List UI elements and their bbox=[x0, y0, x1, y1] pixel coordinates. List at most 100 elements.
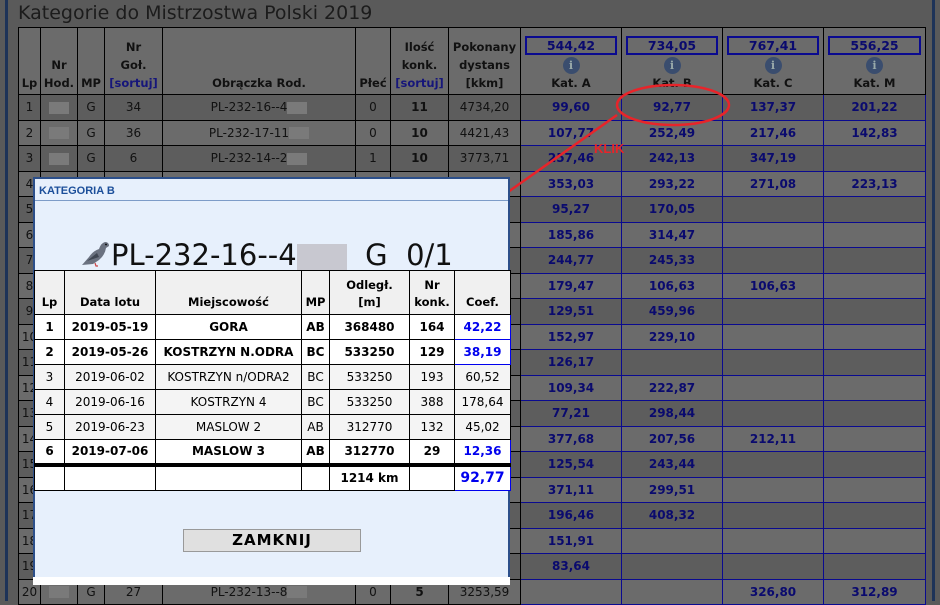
category-score-cell[interactable]: 222,87 bbox=[621, 374, 723, 401]
col-coef: Coef. bbox=[454, 270, 511, 315]
coef: 178,64 bbox=[454, 389, 511, 415]
pigeon-icon bbox=[82, 242, 109, 267]
category-score-cell[interactable]: 142,83 bbox=[823, 119, 926, 146]
table-row: 1 G 34 PL-232-16--4 0 11 4734,20 99,60 92,77 137,… bbox=[18, 94, 926, 121]
category-score-cell bbox=[823, 196, 926, 223]
category-score-cell bbox=[823, 221, 926, 248]
category-score-cell[interactable]: 293,22 bbox=[621, 170, 723, 197]
nr-gol: 36 bbox=[104, 119, 163, 146]
lp: 3 bbox=[34, 364, 65, 390]
flight-row: 6 2019-07-06 MASLOW 3 AB 312770 29 12,36 bbox=[34, 439, 511, 465]
category-score-cell[interactable]: 212,11 bbox=[722, 425, 824, 452]
page-title: Kategorie do Mistrzostwa Polski 2019 bbox=[18, 2, 373, 24]
category-score-cell bbox=[823, 400, 926, 427]
category-score-cell[interactable]: 170,05 bbox=[621, 196, 723, 223]
category-score-cell[interactable]: 459,96 bbox=[621, 298, 723, 325]
category-score-cell[interactable]: 83,64 bbox=[520, 553, 622, 580]
category-score-cell[interactable]: 223,13 bbox=[823, 170, 926, 197]
category-score-cell[interactable]: 179,47 bbox=[520, 272, 622, 299]
nr: 388 bbox=[409, 389, 455, 415]
odl: 533250 bbox=[329, 389, 410, 415]
category-score-cell bbox=[823, 425, 926, 452]
category-score-cell bbox=[823, 247, 926, 274]
mp: G bbox=[77, 145, 105, 172]
blurred-value bbox=[49, 101, 69, 114]
category-score-cell[interactable]: 271,08 bbox=[722, 170, 824, 197]
col-nr-konk: Nr konk. bbox=[409, 270, 455, 315]
info-icon[interactable]: i bbox=[866, 57, 883, 74]
category-score-cell[interactable]: 152,97 bbox=[520, 323, 622, 350]
col-ilosc: Ilość konk. [sortuj] bbox=[390, 27, 449, 95]
dystans: 4734,20 bbox=[448, 94, 521, 121]
category-score-cell[interactable]: 244,77 bbox=[520, 247, 622, 274]
category-score-cell bbox=[722, 196, 824, 223]
category-score-cell[interactable]: 252,49 bbox=[621, 119, 723, 146]
category-score-cell[interactable]: 92,77 bbox=[621, 94, 723, 121]
category-dialog: KATEGORIA B PL-232-16--4 G 0/1 Lp Data l… bbox=[33, 177, 511, 585]
nr: 132 bbox=[409, 414, 455, 440]
category-score-cell[interactable]: 299,51 bbox=[621, 476, 723, 503]
category-score-cell[interactable]: 151,91 bbox=[520, 527, 622, 554]
category-score-cell[interactable]: 95,27 bbox=[520, 196, 622, 223]
total-row: 1214 km 92,77 bbox=[34, 462, 511, 491]
category-score-cell[interactable]: 77,21 bbox=[520, 400, 622, 427]
col-miejscowosc: Miejscowość bbox=[155, 270, 302, 315]
category-score-cell[interactable]: 408,32 bbox=[621, 502, 723, 529]
category-score-cell[interactable]: 201,22 bbox=[823, 94, 926, 121]
category-score-cell[interactable]: 353,03 bbox=[520, 170, 622, 197]
category-score-cell[interactable]: 106,63 bbox=[722, 272, 824, 299]
ilosc-konk: 10 bbox=[390, 119, 449, 146]
info-icon[interactable]: i bbox=[663, 57, 681, 74]
flight-row: 5 2019-06-23 MASLOW 2 AB 312770 132 45,02 bbox=[34, 414, 511, 440]
category-score-cell[interactable]: 298,44 bbox=[621, 400, 723, 427]
category-score-cell[interactable]: 245,33 bbox=[621, 247, 723, 274]
category-score-cell[interactable]: 242,13 bbox=[621, 145, 723, 172]
category-score-cell[interactable]: 125,54 bbox=[520, 451, 622, 478]
info-icon[interactable]: i bbox=[764, 57, 782, 74]
table-row: 2 G 36 PL-232-17-11 0 10 4421,43 107,77 252,49 21… bbox=[18, 119, 926, 146]
category-score-cell[interactable]: 109,34 bbox=[520, 374, 622, 401]
category-score-cell[interactable]: 106,63 bbox=[621, 272, 723, 299]
category-score-cell[interactable]: 137,37 bbox=[722, 94, 824, 121]
category-total: 767,41 bbox=[727, 36, 819, 55]
nr-hod bbox=[40, 94, 78, 121]
sort-ilosc-link[interactable]: [sortuj] bbox=[395, 76, 444, 90]
blurred-value bbox=[49, 152, 69, 165]
category-score-cell[interactable]: 377,68 bbox=[520, 425, 622, 452]
sort-nr-gol-link[interactable]: [sortuj] bbox=[109, 76, 158, 90]
category-score-cell[interactable]: 371,11 bbox=[520, 476, 622, 503]
info-icon[interactable]: i bbox=[562, 57, 580, 74]
flight-row: 1 2019-05-19 GORA AB 368480 164 42,22 bbox=[34, 314, 511, 340]
coef: 45,02 bbox=[454, 414, 511, 440]
col-nr-gol: Nr Goł. [sortuj] bbox=[104, 27, 163, 95]
category-score-cell[interactable]: 243,44 bbox=[621, 451, 723, 478]
dialog-title: KATEGORIA B bbox=[35, 179, 508, 201]
category-score-cell[interactable]: 126,17 bbox=[520, 349, 622, 376]
category-total: 734,05 bbox=[626, 36, 718, 55]
col-kat-c: 767,41 i Kat. C bbox=[722, 27, 824, 95]
category-score-cell[interactable]: 314,47 bbox=[621, 221, 723, 248]
category-score-cell[interactable]: 207,56 bbox=[621, 425, 723, 452]
category-score-cell[interactable]: 229,10 bbox=[621, 323, 723, 350]
category-score-cell bbox=[823, 502, 926, 529]
nr-hod bbox=[40, 145, 78, 172]
category-score-cell[interactable]: 217,46 bbox=[722, 119, 824, 146]
data: 2019-05-19 bbox=[64, 314, 156, 340]
dystans: 4421,43 bbox=[448, 119, 521, 146]
blurred-value bbox=[289, 127, 310, 140]
data: 2019-07-06 bbox=[64, 439, 156, 465]
lp: 1 bbox=[34, 314, 65, 340]
category-score-cell[interactable]: 347,19 bbox=[722, 145, 824, 172]
col-obraczka: Obrączka Rod. bbox=[162, 27, 356, 95]
miejsc: KOSTRZYN n/ODRA2 bbox=[155, 364, 302, 390]
category-score-cell[interactable]: 196,46 bbox=[520, 502, 622, 529]
category-score-cell[interactable]: 185,86 bbox=[520, 221, 622, 248]
close-button[interactable]: ZAMKNIJ bbox=[183, 529, 361, 552]
col-kat-a: 544,42 i Kat. A bbox=[520, 27, 622, 95]
mp: BC bbox=[301, 364, 330, 390]
ilosc-konk: 11 bbox=[390, 94, 449, 121]
lp: 2 bbox=[34, 339, 65, 365]
category-score-cell[interactable]: 99,60 bbox=[520, 94, 622, 121]
table-row: 3 G 6 PL-232-14--2 1 10 3773,71 257,46 242,13 347… bbox=[18, 145, 926, 172]
category-score-cell[interactable]: 129,51 bbox=[520, 298, 622, 325]
